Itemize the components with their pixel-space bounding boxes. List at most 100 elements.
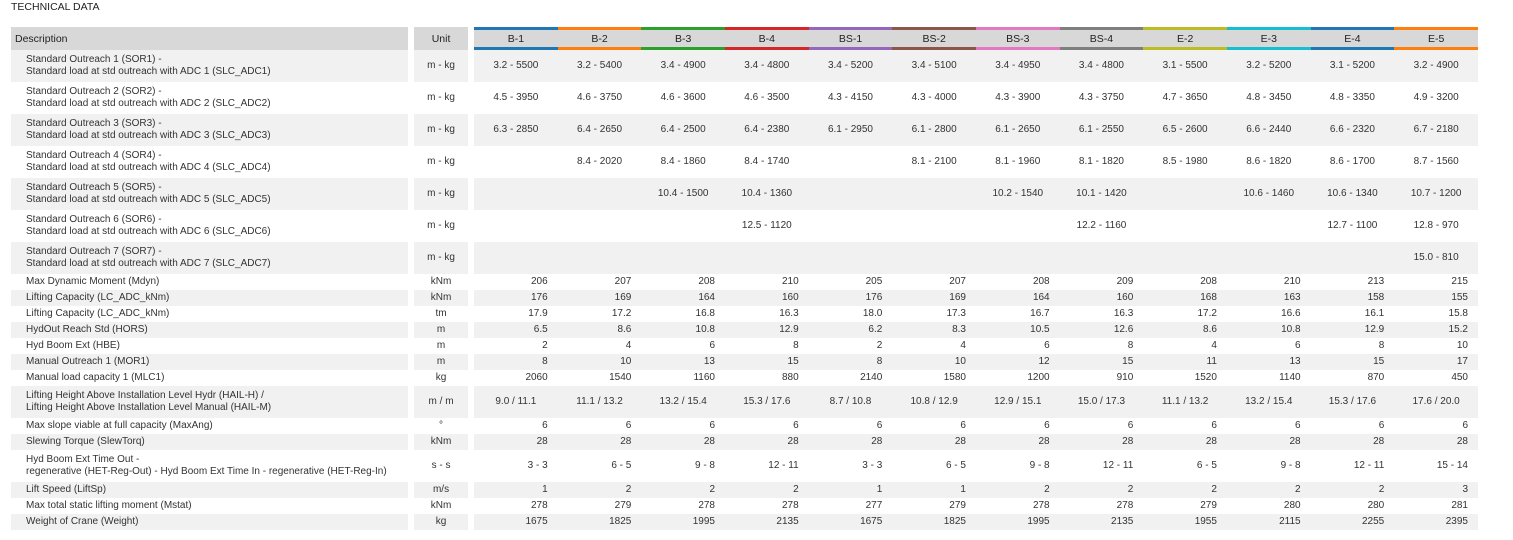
value-cell: 6.7 - 2180 (1394, 114, 1478, 146)
model-column-header: B-3 (641, 27, 725, 50)
value-cell: 12 - 11 (725, 450, 809, 482)
value-cell: 163 (1226, 290, 1311, 306)
model-column-header: BS-1 (808, 27, 893, 50)
value-cell: 6.1 - 2800 (892, 114, 976, 146)
value-cell: 6 - 5 (1143, 450, 1227, 482)
table-row: Max slope viable at full capacity (MaxAn… (11, 418, 1478, 434)
value-cell: 9 - 8 (975, 450, 1060, 482)
row-description-line: Standard Outreach 2 (SOR2) - (26, 86, 162, 97)
value-cell: 6.5 (474, 322, 558, 338)
value-cell: 17.2 (557, 306, 642, 322)
value-cell: 4.6 - 3750 (557, 82, 642, 114)
column-gap (468, 82, 475, 114)
value-cell (1059, 242, 1144, 274)
value-cell: 4 (1143, 338, 1227, 354)
value-cell: 210 (725, 274, 809, 290)
row-description-line: Standard load at std outreach with ADC 4… (26, 162, 271, 173)
value-cell: 278 (725, 498, 809, 514)
value-cell: 15.0 / 17.3 (1059, 386, 1144, 418)
row-description-line: Max Dynamic Moment (Mdyn) (26, 276, 160, 287)
value-cell: 206 (474, 274, 558, 290)
value-cell (641, 210, 725, 242)
value-cell: 1 (892, 482, 976, 498)
row-description-line: Hyd Boom Ext (HBE) (26, 340, 120, 351)
value-cell: 158 (1310, 290, 1395, 306)
value-cell: 17.6 / 20.0 (1394, 386, 1478, 418)
row-description: Manual load capacity 1 (MLC1) (11, 370, 409, 386)
row-description: Standard Outreach 4 (SOR4) - Standard loa… (11, 146, 409, 178)
column-gap (408, 418, 415, 434)
value-cell: 4.3 - 4000 (892, 82, 976, 114)
column-gap (468, 50, 475, 82)
row-unit: m - kg (414, 178, 469, 210)
value-cell: 4.6 - 3600 (641, 82, 725, 114)
value-cell: 6.6 - 2440 (1226, 114, 1311, 146)
value-cell: 208 (975, 274, 1060, 290)
value-cell: 6 (725, 418, 809, 434)
value-cell: 16.7 (975, 306, 1060, 322)
value-cell (892, 242, 976, 274)
column-gap (468, 306, 475, 322)
row-description-line: Slewing Torque (SlewTorq) (26, 436, 145, 447)
row-description: Lifting Capacity (LC_ADC_kNm) (11, 290, 409, 306)
table-row: Lifting Capacity (LC_ADC_kNm) tm 17.9 17.2 1… (11, 306, 1478, 322)
value-cell: 15.3 / 17.6 (725, 386, 809, 418)
value-cell (1143, 210, 1227, 242)
value-cell: 6 (1310, 418, 1395, 434)
value-cell (725, 242, 809, 274)
row-description: Lifting Capacity (LC_ADC_kNm) (11, 306, 409, 322)
value-cell: 208 (1143, 274, 1227, 290)
value-cell: 28 (1310, 434, 1395, 450)
value-cell: 8.6 (557, 322, 642, 338)
column-gap (468, 370, 475, 386)
value-cell: 281 (1394, 498, 1478, 514)
column-gap (408, 274, 415, 290)
value-cell: 6 (975, 418, 1060, 434)
value-cell: 2115 (1226, 514, 1311, 530)
value-cell (808, 146, 893, 178)
value-cell: 278 (975, 498, 1060, 514)
value-cell: 6.1 - 2950 (808, 114, 893, 146)
value-cell: 10.5 (975, 322, 1060, 338)
value-cell: 1140 (1226, 370, 1311, 386)
row-description-line: Lifting Height Above Installation Level … (26, 390, 264, 401)
value-cell: 3 - 3 (808, 450, 893, 482)
table-row: Manual load capacity 1 (MLC1) kg 2060 1540 1… (11, 370, 1478, 386)
row-description-line: Manual load capacity 1 (MLC1) (26, 372, 165, 383)
value-cell: 4 (892, 338, 976, 354)
column-gap (408, 322, 415, 338)
row-description-line: Max slope viable at full capacity (MaxAn… (26, 420, 213, 431)
value-cell: 4.3 - 3750 (1059, 82, 1144, 114)
model-column-header: E-5 (1394, 27, 1478, 50)
value-cell: 910 (1059, 370, 1144, 386)
value-cell: 12.9 / 15.1 (975, 386, 1060, 418)
row-description-line: Max total static lifting moment (Mstat) (26, 500, 192, 511)
row-description: Slewing Torque (SlewTorq) (11, 434, 409, 450)
column-gap (408, 178, 415, 210)
value-cell (808, 242, 893, 274)
value-cell: 8 (725, 338, 809, 354)
model-column-header: BS-3 (975, 27, 1060, 50)
row-description-line: Lifting Capacity (LC_ADC_kNm) (26, 292, 170, 303)
value-cell: 1520 (1143, 370, 1227, 386)
row-unit: s - s (414, 450, 469, 482)
row-description-line: Standard Outreach 4 (SOR4) - (26, 150, 162, 161)
value-cell: 6 (641, 418, 725, 434)
value-cell: 1955 (1143, 514, 1227, 530)
column-gap (408, 370, 415, 386)
value-cell: 12.7 - 1100 (1310, 210, 1395, 242)
value-cell: 207 (557, 274, 642, 290)
value-cell (892, 210, 976, 242)
row-description-line: HydOut Reach Std (HORS) (26, 324, 148, 335)
column-gap (468, 386, 475, 418)
value-cell (1226, 210, 1311, 242)
value-cell: 3.1 - 5500 (1143, 50, 1227, 82)
value-cell: 8 (808, 354, 893, 370)
value-cell: 10.1 - 1420 (1059, 178, 1144, 210)
description-column-header: Description (11, 27, 409, 50)
table-row: Hyd Boom Ext (HBE) m 2 4 6 8 2 4 6 8 4 6 8 10 (11, 338, 1478, 354)
value-cell: 2060 (474, 370, 558, 386)
column-gap (468, 450, 475, 482)
value-cell: 17.2 (1143, 306, 1227, 322)
value-cell: 213 (1310, 274, 1395, 290)
